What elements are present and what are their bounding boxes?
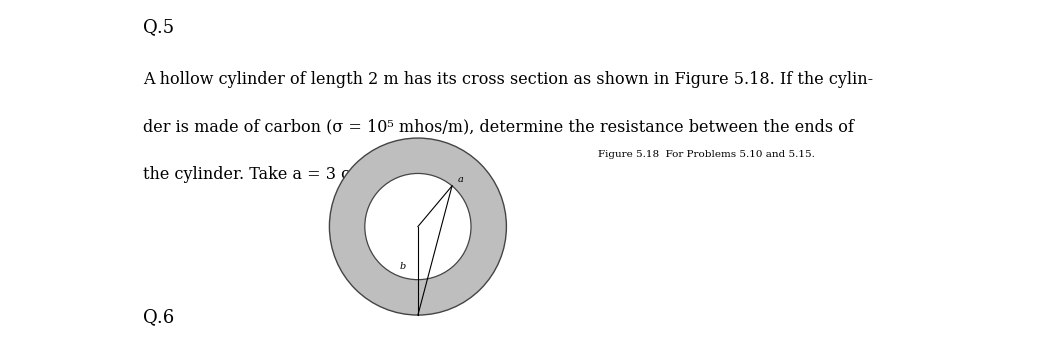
- Text: der is made of carbon (σ = 10⁵ mhos/m), determine the resistance between the end: der is made of carbon (σ = 10⁵ mhos/m), …: [143, 119, 854, 136]
- Text: Q.6: Q.6: [143, 308, 175, 326]
- Circle shape: [329, 138, 507, 315]
- Circle shape: [365, 173, 471, 280]
- Text: the cylinder. Take a = 3 cm, b = 5 cm.: the cylinder. Take a = 3 cm, b = 5 cm.: [143, 166, 454, 183]
- Text: a: a: [457, 175, 463, 184]
- Text: b: b: [399, 262, 405, 271]
- Text: Q.5: Q.5: [143, 18, 174, 36]
- Text: Figure 5.18  For Problems 5.10 and 5.15.: Figure 5.18 For Problems 5.10 and 5.15.: [598, 150, 815, 159]
- Text: A hollow cylinder of length 2 m has its cross section as shown in Figure 5.18. I: A hollow cylinder of length 2 m has its …: [143, 71, 873, 88]
